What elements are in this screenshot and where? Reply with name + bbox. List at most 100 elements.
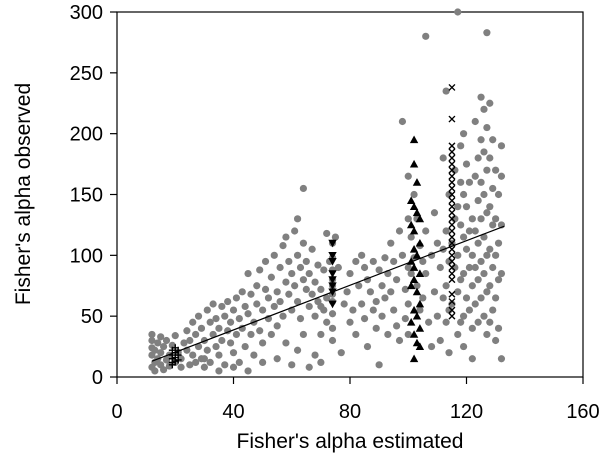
data-point-circle [486, 318, 494, 326]
data-point-circle [273, 355, 281, 363]
data-point-circle [352, 257, 360, 266]
data-point-circle [404, 215, 412, 223]
data-point-triangle-up [406, 220, 416, 229]
data-point-circle [430, 209, 439, 217]
data-point-circle [232, 294, 241, 302]
data-point-circle [276, 297, 284, 306]
data-point-circle [285, 290, 293, 298]
data-point-circle [261, 285, 270, 293]
data-point-circle [273, 322, 281, 330]
data-point-circle [276, 263, 284, 272]
data-point-circle [317, 302, 325, 311]
data-point-circle [235, 315, 243, 323]
data-point-circle [148, 330, 156, 339]
data-point-plus [174, 356, 182, 364]
data-point-circle [486, 245, 494, 253]
data-point-circle [273, 288, 281, 296]
data-point-circle [317, 330, 325, 339]
data-point-circle [320, 266, 328, 274]
data-point-circle [442, 318, 450, 326]
data-point-triangle-up [406, 196, 416, 204]
data-point-circle [224, 297, 232, 306]
data-point-circle [375, 361, 383, 369]
data-point-circle [439, 294, 447, 302]
data-point-circle [221, 361, 229, 369]
data-point-circle [492, 294, 500, 302]
data-point-circle [459, 269, 468, 278]
data-point-x [448, 312, 456, 320]
data-point-triangle-up [409, 305, 419, 314]
data-point-triangle-up [412, 311, 422, 320]
data-point-circle [477, 136, 485, 144]
data-point-circle [151, 367, 159, 375]
data-point-circle [238, 288, 246, 296]
data-point-circle [183, 327, 191, 335]
data-point-x [448, 178, 456, 186]
data-point-circle [474, 154, 482, 162]
data-point-x [448, 172, 456, 180]
data-point-triangle-up [415, 238, 425, 247]
data-point-circle [375, 266, 383, 274]
data-point-circle [474, 318, 482, 326]
data-point-circle [459, 190, 468, 199]
data-point-circle [462, 245, 471, 253]
data-point-circle [477, 257, 485, 266]
data-point-circle [436, 263, 444, 272]
data-point-circle [489, 136, 497, 144]
data-point-circle [256, 266, 264, 274]
data-point-circle [226, 339, 235, 347]
data-point-x [448, 215, 456, 223]
data-point-circle [492, 336, 500, 345]
data-point-triangle-down [328, 258, 337, 266]
data-point-circle [296, 315, 305, 323]
data-point-circle [454, 203, 462, 211]
data-point-circle [465, 263, 474, 272]
data-point-circle [494, 190, 503, 199]
data-point-circle [264, 294, 273, 302]
data-point-circle [471, 172, 479, 180]
data-point-circle [457, 178, 465, 186]
data-point-circle [270, 251, 278, 259]
data-point-circle [244, 310, 252, 318]
data-point-circle [293, 297, 302, 306]
x-tick-label: 120 [450, 401, 483, 423]
data-point-circle [480, 148, 488, 156]
data-point-circle [413, 282, 421, 290]
data-point-circle [477, 294, 485, 302]
data-point-circle [256, 327, 264, 335]
data-point-circle [337, 349, 345, 357]
data-point-circle [299, 330, 307, 339]
data-point-circle [427, 342, 436, 351]
data-point-circle [209, 300, 217, 308]
data-point-circle [259, 306, 267, 314]
data-point-circle [480, 233, 488, 241]
data-point-triangle-down [328, 251, 337, 260]
data-point-triangle-up [412, 178, 422, 186]
data-point-circle [261, 257, 270, 266]
data-point-triangle-down [328, 270, 337, 278]
data-point-circle [433, 312, 441, 320]
data-point-circle [157, 349, 165, 357]
data-point-circle [486, 154, 494, 162]
data-point-circle [366, 288, 374, 296]
data-point-circle [454, 251, 462, 259]
data-point-circle [194, 342, 203, 351]
data-points [148, 8, 506, 375]
data-point-triangle-down [328, 239, 337, 248]
data-point-circle [480, 105, 488, 113]
data-point-circle [454, 288, 462, 296]
data-point-circle [416, 306, 424, 314]
data-point-circle [486, 282, 494, 290]
data-point-circle [250, 351, 258, 359]
data-point-circle [247, 290, 255, 298]
data-point-triangle-up [406, 318, 416, 326]
data-point-circle [288, 361, 296, 369]
data-point-circle [282, 233, 290, 241]
data-point-circle [395, 227, 404, 235]
data-point-circle [390, 257, 398, 266]
data-point-circle [390, 306, 398, 314]
data-point-circle [293, 215, 302, 223]
data-point-circle [311, 351, 319, 359]
data-point-circle [378, 282, 386, 290]
data-point-x [448, 264, 456, 271]
